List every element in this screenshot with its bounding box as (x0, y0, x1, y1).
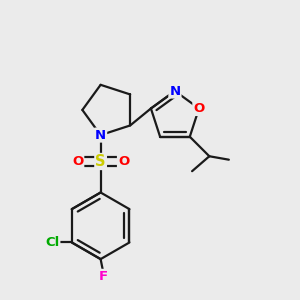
Text: O: O (72, 155, 83, 168)
Text: O: O (193, 102, 205, 115)
Text: F: F (98, 270, 107, 283)
Text: S: S (95, 154, 106, 169)
Text: O: O (118, 155, 129, 168)
Text: Cl: Cl (45, 236, 59, 249)
Text: N: N (95, 129, 106, 142)
Text: N: N (169, 85, 181, 98)
